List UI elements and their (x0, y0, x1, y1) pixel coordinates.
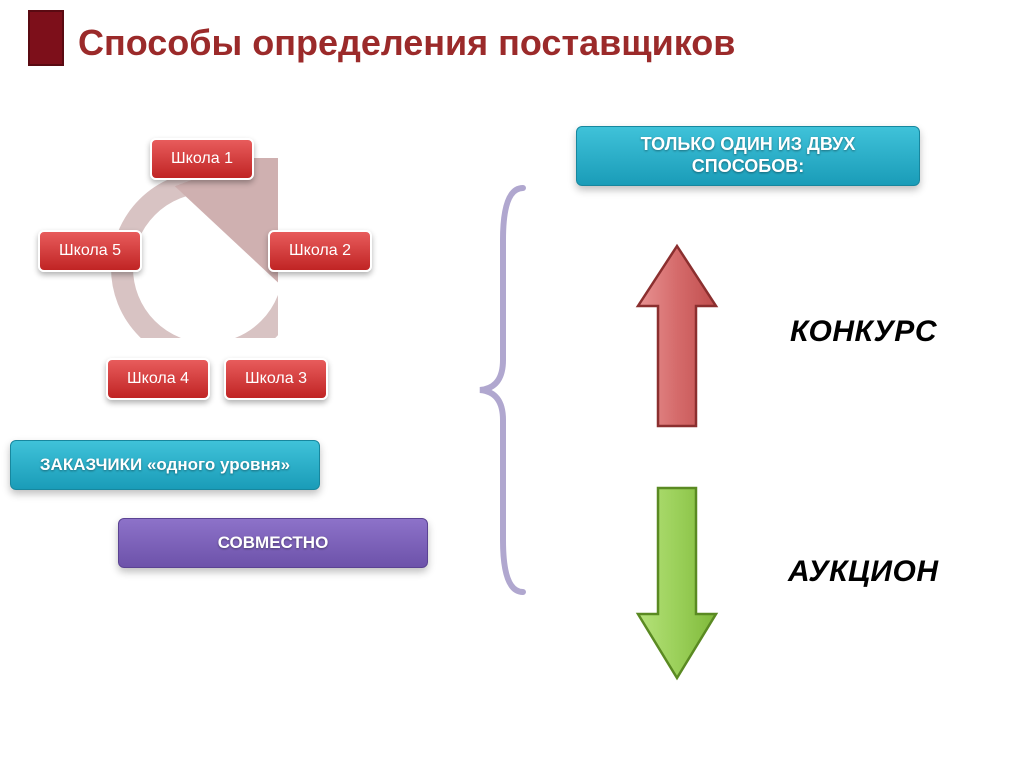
method-auction-label: АУКЦИОН (788, 555, 938, 589)
banner-joint: СОВМЕСТНО (118, 518, 428, 568)
school-label: Школа 2 (289, 242, 351, 260)
method-contest-label: КОНКУРС (790, 315, 937, 349)
school-box-2: Школа 2 (268, 230, 372, 272)
arrow-up-icon (630, 240, 724, 436)
accent-bar (28, 10, 64, 66)
banner-two-ways: ТОЛЬКО ОДИН ИЗ ДВУХ СПОСОБОВ: (576, 126, 920, 186)
banner-customers-label: ЗАКАЗЧИКИ «одного уровня» (40, 455, 290, 475)
curly-brace (468, 180, 538, 600)
school-label: Школа 3 (245, 370, 307, 388)
school-box-4: Школа 4 (106, 358, 210, 400)
school-label: Школа 4 (127, 370, 189, 388)
school-box-3: Школа 3 (224, 358, 328, 400)
school-label: Школа 1 (171, 150, 233, 168)
school-box-1: Школа 1 (150, 138, 254, 180)
page-title: Способы определения поставщиков (78, 22, 735, 64)
school-label: Школа 5 (59, 242, 121, 260)
banner-customers: ЗАКАЗЧИКИ «одного уровня» (10, 440, 320, 490)
arrow-down-icon (630, 480, 724, 686)
banner-two-ways-label: ТОЛЬКО ОДИН ИЗ ДВУХ СПОСОБОВ: (587, 134, 909, 177)
banner-joint-label: СОВМЕСТНО (218, 533, 329, 553)
school-box-5: Школа 5 (38, 230, 142, 272)
